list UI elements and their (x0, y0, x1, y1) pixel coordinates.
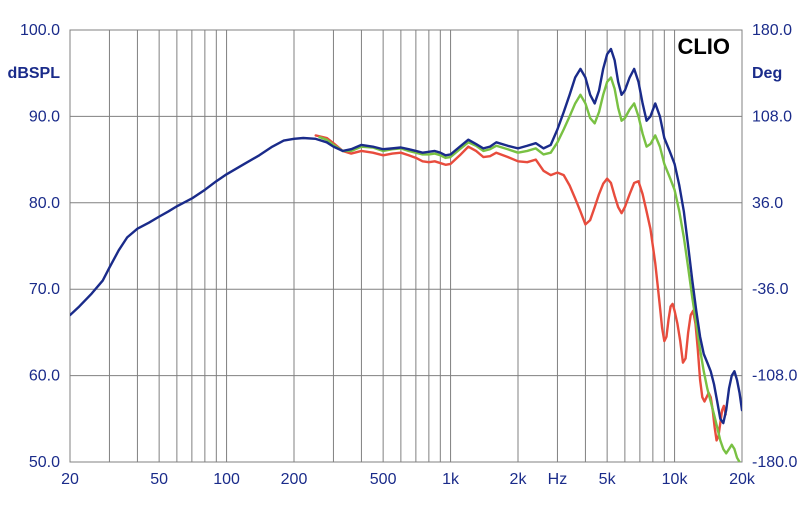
brand-label: CLIO (677, 34, 730, 59)
y-right-tick-label: -180.0 (752, 454, 797, 471)
y-left-tick-label: 100.0 (20, 22, 60, 39)
y-left-tick-label: 90.0 (29, 108, 60, 125)
x-tick-label: 20 (61, 471, 79, 488)
y-left-tick-label: 80.0 (29, 195, 60, 212)
y-right-axis-label: Deg (752, 65, 782, 82)
x-tick-label: 2k (510, 471, 528, 488)
x-tick-label: 5k (599, 471, 617, 488)
x-tick-label: 500 (370, 471, 397, 488)
y-right-tick-label: 36.0 (752, 195, 783, 212)
x-tick-label: 200 (281, 471, 308, 488)
y-left-tick-label: 50.0 (29, 454, 60, 471)
y-left-tick-label: 70.0 (29, 281, 60, 298)
y-right-tick-label: 108.0 (752, 108, 792, 125)
x-tick-label: 1k (442, 471, 460, 488)
x-tick-label: 100 (213, 471, 240, 488)
y-left-tick-label: 60.0 (29, 368, 60, 385)
x-tick-label: 10k (662, 471, 689, 488)
y-right-tick-label: -36.0 (752, 281, 789, 298)
y-right-tick-label: -108.0 (752, 368, 797, 385)
x-tick-label: 20k (729, 471, 756, 488)
x-axis-unit: Hz (548, 471, 568, 488)
y-right-tick-label: 180.0 (752, 22, 792, 39)
frequency-response-chart: 20 50 100 200 500 1k 2k 5k 10k 20k Hz 50.0 60.0 70.0 8… (0, 0, 800, 506)
x-tick-label: 50 (150, 471, 168, 488)
y-left-axis-label: dBSPL (8, 65, 61, 82)
